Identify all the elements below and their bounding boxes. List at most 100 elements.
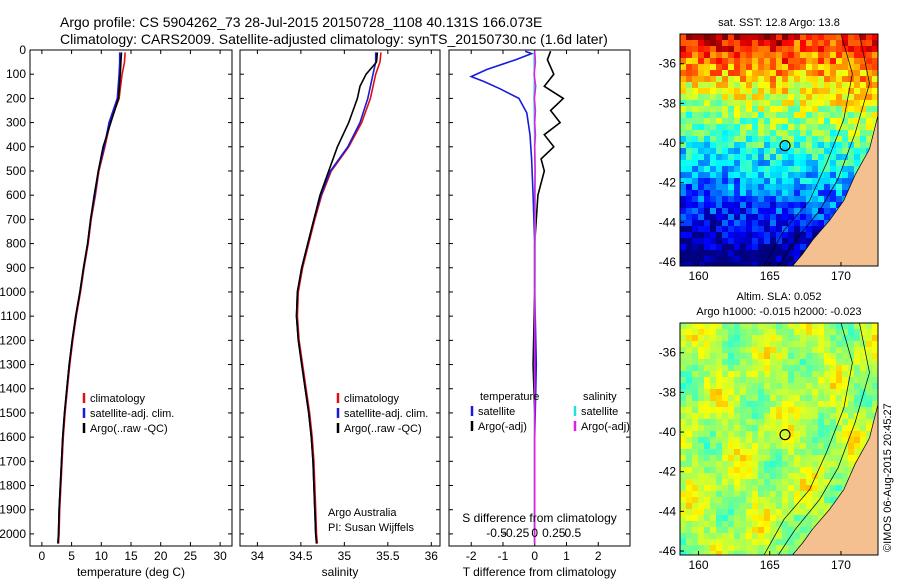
- field-cell: [710, 154, 717, 161]
- field-cell: [746, 40, 753, 47]
- field-cell: [830, 353, 837, 360]
- field-cell: [746, 190, 753, 197]
- field-cell: [716, 46, 723, 53]
- field-cell: [728, 329, 735, 336]
- field-cell: [722, 178, 729, 185]
- field-cell: [782, 40, 789, 47]
- field-cell: [872, 377, 878, 384]
- field-cell: [806, 527, 813, 534]
- field-cell: [842, 401, 849, 408]
- field-cell: [800, 533, 807, 540]
- field-cell: [842, 52, 849, 59]
- series-line-argo-raw-qc-: [295, 52, 379, 544]
- field-cell: [860, 377, 867, 384]
- field-cell: [722, 491, 729, 498]
- field-cell: [782, 353, 789, 360]
- field-cell: [746, 250, 753, 257]
- field-cell: [740, 443, 747, 450]
- field-cell: [704, 172, 711, 179]
- field-cell: [680, 401, 687, 408]
- field-cell: [776, 419, 783, 426]
- field-cell: [788, 196, 795, 203]
- field-cell: [782, 425, 789, 432]
- field-cell: [836, 473, 843, 480]
- field-cell: [818, 196, 825, 203]
- field-cell: [800, 485, 807, 492]
- field-cell: [812, 401, 819, 408]
- field-cell: [788, 232, 795, 239]
- field-cell: [866, 52, 873, 59]
- field-cell: [842, 479, 849, 486]
- field-cell: [776, 515, 783, 522]
- field-cell: [734, 196, 741, 203]
- field-cell: [812, 353, 819, 360]
- field-cell: [824, 383, 831, 390]
- field-cell: [818, 425, 825, 432]
- field-cell: [704, 106, 711, 113]
- field-cell: [806, 238, 813, 245]
- field-cell: [734, 238, 741, 245]
- field-cell: [812, 479, 819, 486]
- field-cell: [716, 347, 723, 354]
- field-cell: [800, 329, 807, 336]
- field-cell: [818, 449, 825, 456]
- field-cell: [746, 461, 753, 468]
- field-cell: [764, 401, 771, 408]
- field-cell: [752, 226, 759, 233]
- field-cell: [722, 383, 729, 390]
- field-cell: [872, 341, 878, 348]
- field-cell: [770, 365, 777, 372]
- field-cell: [740, 94, 747, 101]
- field-cell: [776, 94, 783, 101]
- field-cell: [722, 202, 729, 209]
- field-cell: [728, 347, 735, 354]
- field-cell: [746, 353, 753, 360]
- field-cell: [776, 244, 783, 251]
- field-cell: [752, 461, 759, 468]
- field-cell: [734, 58, 741, 65]
- field-cell: [782, 509, 789, 516]
- field-cell: [872, 407, 878, 414]
- field-cell: [818, 419, 825, 426]
- field-cell: [764, 160, 771, 167]
- field-cell: [710, 431, 717, 438]
- field-cell: [818, 202, 825, 209]
- y-tick-label: 600: [6, 188, 26, 202]
- field-cell: [770, 335, 777, 342]
- field-cell: [728, 485, 735, 492]
- field-cell: [800, 238, 807, 245]
- field-cell: [800, 413, 807, 420]
- field-cell: [824, 497, 831, 504]
- y-tick-label: -40: [659, 136, 677, 150]
- field-cell: [836, 142, 843, 149]
- field-cell: [770, 220, 777, 227]
- field-cell: [812, 377, 819, 384]
- field-cell: [680, 262, 687, 266]
- field-cell: [740, 76, 747, 83]
- field-cell: [770, 527, 777, 534]
- field-cell: [872, 347, 878, 354]
- field-cell: [740, 220, 747, 227]
- field-cell: [770, 533, 777, 540]
- field-cell: [752, 455, 759, 462]
- field-cell: [812, 58, 819, 65]
- field-cell: [830, 58, 837, 65]
- field-cell: [698, 154, 705, 161]
- field-cell: [860, 413, 867, 420]
- field-cell: [824, 359, 831, 366]
- field-cell: [824, 335, 831, 342]
- field-cell: [854, 389, 861, 396]
- field-cell: [698, 262, 705, 266]
- field-cell: [758, 130, 765, 137]
- field-cell: [746, 437, 753, 444]
- field-cell: [842, 323, 849, 330]
- legend-label: satellite-adj. clim.: [344, 408, 428, 420]
- field-cell: [770, 112, 777, 119]
- field-cell: [788, 497, 795, 504]
- field-cell: [758, 539, 765, 546]
- field-cell: [770, 202, 777, 209]
- field-cell: [836, 82, 843, 89]
- field-cell: [686, 551, 693, 555]
- field-cell: [752, 88, 759, 95]
- field-cell: [836, 431, 843, 438]
